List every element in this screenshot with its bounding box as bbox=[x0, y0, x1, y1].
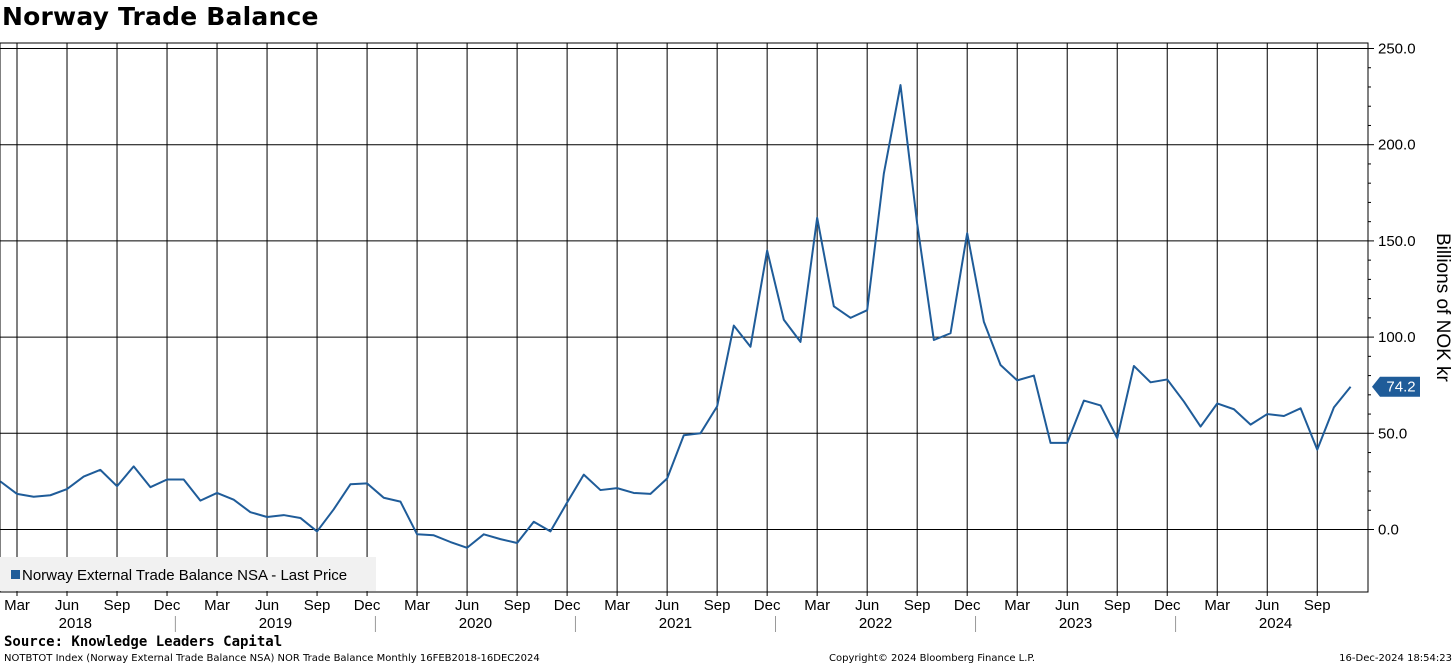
x-tick-label: Mar bbox=[204, 597, 230, 614]
x-tick-label: Mar bbox=[4, 597, 30, 614]
x-tick-label: Mar bbox=[604, 597, 630, 614]
x-tick-label: Dec bbox=[954, 597, 981, 614]
x-year-label: 2020 bbox=[459, 615, 492, 632]
timestamp-text: 16-Dec-2024 18:54:23 bbox=[1339, 653, 1452, 664]
legend-box bbox=[0, 557, 376, 591]
series-line bbox=[0, 84, 1352, 549]
y-tick-label: 0.0 bbox=[1378, 522, 1399, 539]
x-year-label: 2023 bbox=[1059, 615, 1092, 632]
x-tick-label: Mar bbox=[804, 597, 830, 614]
y-tick-label: 200.0 bbox=[1378, 137, 1416, 154]
legend-swatch bbox=[11, 570, 20, 579]
x-tick-label: Sep bbox=[904, 597, 931, 614]
x-year-label: 2021 bbox=[659, 615, 692, 632]
x-tick-label: Sep bbox=[1104, 597, 1131, 614]
plot-frame bbox=[0, 42, 1369, 593]
x-tick-label: Jun bbox=[655, 597, 679, 614]
x-year-label: 2019 bbox=[259, 615, 292, 632]
source-line: Source: Knowledge Leaders Capital bbox=[4, 634, 283, 650]
x-tick-label: Dec bbox=[554, 597, 581, 614]
x-tick-label: Sep bbox=[504, 597, 531, 614]
y-tick-label: 250.0 bbox=[1378, 41, 1416, 58]
y-tick-label: 50.0 bbox=[1378, 425, 1407, 442]
y-tick-label: 150.0 bbox=[1378, 233, 1416, 250]
x-tick-label: Mar bbox=[1004, 597, 1030, 614]
last-value-label: 74.2 bbox=[1386, 379, 1415, 396]
chart-title: Norway Trade Balance bbox=[2, 2, 319, 31]
x-tick-label: Dec bbox=[154, 597, 181, 614]
legend-label: Norway External Trade Balance NSA - Last… bbox=[22, 567, 347, 584]
x-tick-label: Dec bbox=[354, 597, 381, 614]
index-info: NOTBTOT Index (Norway External Trade Bal… bbox=[4, 653, 540, 664]
x-tick-label: Sep bbox=[704, 597, 731, 614]
x-tick-label: Dec bbox=[754, 597, 781, 614]
x-tick-label: Sep bbox=[304, 597, 331, 614]
x-tick-label: Jun bbox=[455, 597, 479, 614]
y-axis-label: Billions of NOK kr bbox=[1432, 233, 1453, 383]
x-tick-label: Mar bbox=[1204, 597, 1230, 614]
x-tick-label: Dec bbox=[1154, 597, 1181, 614]
copyright-text: Copyright© 2024 Bloomberg Finance L.P. bbox=[829, 653, 1036, 664]
x-tick-label: Jun bbox=[1055, 597, 1079, 614]
last-value-tag bbox=[1372, 376, 1420, 397]
y-tick-label: 100.0 bbox=[1378, 329, 1416, 346]
x-tick-label: Jun bbox=[255, 597, 279, 614]
x-tick-label: Jun bbox=[55, 597, 79, 614]
x-year-label: 2022 bbox=[859, 615, 892, 632]
x-tick-label: Mar bbox=[404, 597, 430, 614]
x-year-label: 2018 bbox=[59, 615, 92, 632]
x-tick-label: Jun bbox=[855, 597, 879, 614]
x-tick-label: Sep bbox=[1304, 597, 1331, 614]
x-tick-label: Sep bbox=[104, 597, 131, 614]
x-year-label: 2024 bbox=[1259, 615, 1292, 632]
x-tick-label: Jun bbox=[1255, 597, 1279, 614]
